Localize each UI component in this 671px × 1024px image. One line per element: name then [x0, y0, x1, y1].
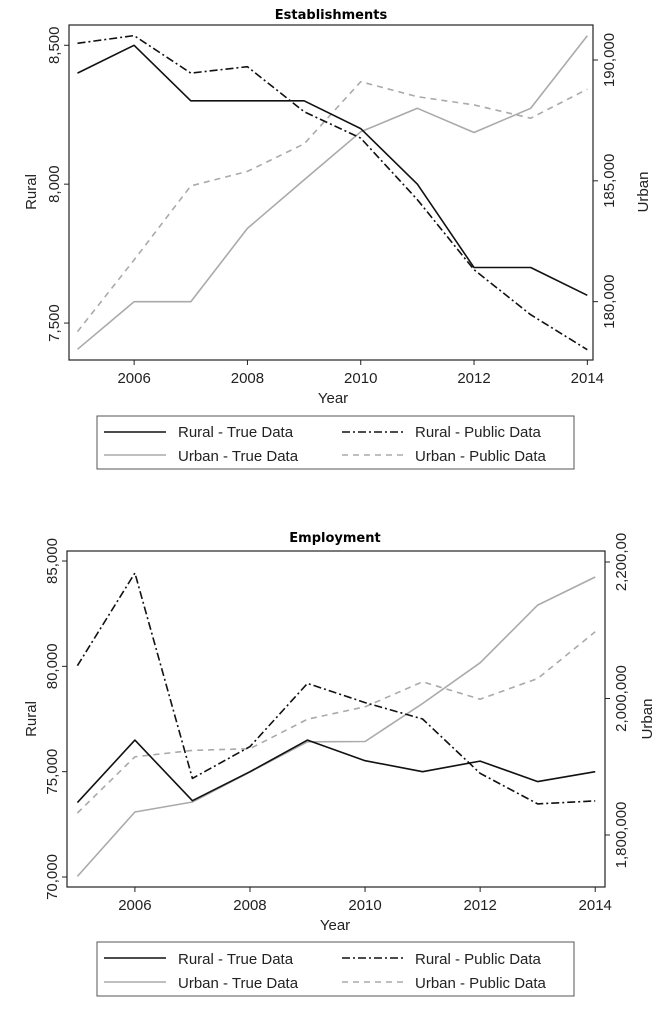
series-line-urban-public-data — [76, 631, 596, 814]
y-left-tick-label: 8,000 — [46, 165, 63, 203]
x-tick-label: 2014 — [571, 370, 604, 387]
plot-frame — [66, 550, 606, 888]
x-tick-label: 2010 — [344, 370, 377, 387]
series-line-urban-true-data — [76, 35, 588, 350]
series-line-rural-true-data — [77, 44, 588, 297]
series-line-rural-true-data — [76, 739, 596, 804]
y-left-tick-label: 7,500 — [46, 304, 63, 342]
y-axis-left-label: Rural — [23, 701, 40, 737]
y-right-tick-label: 1,800,000 — [613, 802, 630, 869]
series-line-rural-public-data — [77, 34, 588, 351]
series-line-urban-public-data — [76, 80, 588, 333]
legend-label-urban-public: Urban - Public Data — [415, 448, 547, 465]
y-left-tick-label: 85,000 — [44, 538, 61, 584]
x-tick-label: 2010 — [348, 897, 381, 914]
legend-frame — [96, 415, 575, 470]
x-tick-label: 2008 — [233, 897, 266, 914]
x-tick-label: 2012 — [463, 897, 496, 914]
legend-label-urban-public: Urban - Public Data — [415, 975, 547, 992]
y-left-tick-label: 8,500 — [46, 27, 63, 65]
x-tick-label: 2014 — [579, 897, 612, 914]
plot-frame — [68, 24, 594, 361]
establishments-panel: Establishments Year Rural Urban 2006 2008… — [23, 8, 652, 470]
y-left-tick-label: 70,000 — [44, 854, 61, 900]
legend-label-rural-public: Rural - Public Data — [415, 951, 542, 968]
legend: Rural - True Data Rural - Public Data Ur… — [96, 941, 575, 997]
y-right-tick-label: 190,000 — [601, 33, 618, 87]
legend-label-urban-true: Urban - True Data — [178, 448, 299, 465]
y-left-tick-label: 75,000 — [44, 749, 61, 795]
y-right-tick-label: 180,000 — [601, 275, 618, 329]
series-line-urban-true-data — [76, 576, 596, 877]
legend-label-urban-true: Urban - True Data — [178, 975, 299, 992]
y-right-tick-label: 185,000 — [601, 154, 618, 208]
legend: Rural - True Data Rural - Public Data Ur… — [96, 415, 575, 470]
y-axis-right-label: Urban — [635, 172, 652, 213]
y-right-tick-label: 2,000,000 — [613, 665, 630, 732]
x-tick-label: 2008 — [231, 370, 264, 387]
x-tick-label: 2012 — [457, 370, 490, 387]
legend-frame — [96, 941, 575, 997]
x-axis-label: Year — [318, 390, 348, 407]
x-tick-label: 2006 — [117, 370, 150, 387]
y-left-tick-label: 80,000 — [44, 643, 61, 689]
x-tick-label: 2006 — [118, 897, 151, 914]
legend-label-rural-true: Rural - True Data — [178, 424, 294, 441]
y-axis-left-label: Rural — [23, 174, 40, 210]
chart-title: Employment — [289, 531, 380, 546]
chart-title: Establishments — [275, 8, 388, 23]
employment-panel: Employment Year Rural Urban 2006 2008 2010… — [23, 531, 656, 997]
x-axis-label: Year — [320, 917, 350, 934]
y-right-tick-label: 2,200,00 — [613, 533, 630, 591]
legend-label-rural-true: Rural - True Data — [178, 951, 294, 968]
series-line-rural-public-data — [76, 572, 596, 805]
y-axis-right-label: Urban — [639, 699, 656, 740]
legend-label-rural-public: Rural - Public Data — [415, 424, 542, 441]
